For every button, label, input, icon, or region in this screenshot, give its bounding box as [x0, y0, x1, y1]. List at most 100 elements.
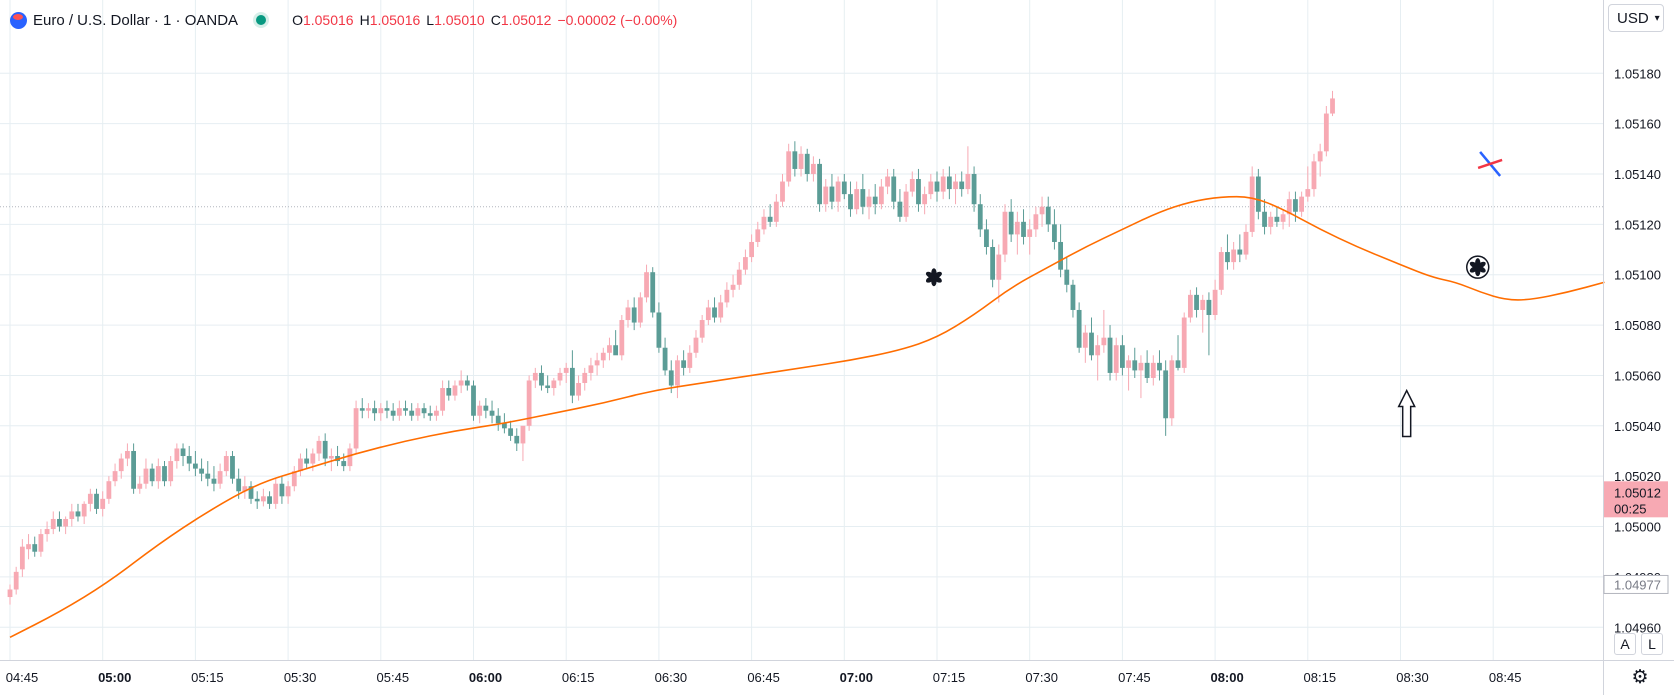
time-tick-label: 07:30 [1025, 670, 1058, 685]
auto-scale-button[interactable]: A [1614, 633, 1636, 655]
candle [619, 315, 625, 361]
candle-body [248, 486, 254, 499]
candle-body [860, 189, 866, 207]
candle-body [304, 458, 310, 464]
candle [1249, 166, 1255, 237]
candle [94, 488, 99, 514]
candle-body [1045, 206, 1051, 225]
candle [149, 463, 155, 487]
candle-body [588, 365, 594, 373]
candle-body [427, 413, 433, 416]
candle-body [180, 448, 186, 457]
candle [347, 443, 353, 472]
price-tick-label: 1.05160 [1614, 117, 1661, 132]
asterisk-annotation-icon [925, 268, 942, 287]
candle [112, 463, 118, 487]
candle [19, 539, 25, 577]
candle-body [545, 385, 551, 389]
price-tick-label: 1.05040 [1614, 419, 1661, 434]
candle [155, 458, 161, 489]
candle [1280, 209, 1286, 230]
candle-body [1206, 299, 1212, 316]
candle-body [223, 456, 229, 472]
candle [168, 456, 174, 487]
candle-body [32, 544, 38, 552]
time-axis: 04:45 05:00 05:15 05:30 05:45 06:00 06:15 06:30… [6, 670, 1522, 685]
candle-body [415, 408, 421, 416]
gear-icon[interactable]: ⚙ [1631, 667, 1649, 688]
candle-body [736, 269, 742, 285]
candle [866, 189, 872, 220]
candle [718, 294, 724, 323]
candle-body [971, 173, 977, 205]
candle [848, 181, 853, 217]
candle [1089, 317, 1094, 361]
candle [279, 476, 285, 504]
candle-body [705, 307, 711, 321]
candle-body [1311, 161, 1317, 190]
candle [1033, 206, 1039, 237]
candle [267, 491, 272, 509]
candle-body [508, 428, 513, 436]
candle-body [977, 204, 983, 230]
candle-body [285, 486, 291, 497]
candle-body [551, 380, 557, 389]
candle-body [1101, 337, 1107, 346]
candle-body [743, 257, 748, 270]
candle [526, 375, 532, 431]
candle-body [866, 196, 872, 207]
asterisk-petal [925, 271, 935, 279]
candle-body [359, 408, 365, 411]
time-tick-label: 06:30 [655, 670, 688, 685]
candle [353, 400, 359, 454]
candle [1255, 168, 1261, 220]
candle-body [940, 176, 946, 192]
log-scale-button[interactable]: L [1641, 633, 1663, 655]
candle-body [1089, 332, 1094, 356]
chevron-down-icon: ▾ [1654, 12, 1660, 24]
candle [977, 194, 983, 237]
candle-body [909, 179, 915, 192]
candle [440, 380, 445, 416]
candle [162, 461, 167, 487]
candle-body [1225, 252, 1230, 263]
candle-body [211, 478, 217, 484]
candle [1027, 219, 1033, 255]
candle-body [675, 360, 680, 386]
candle [359, 398, 365, 419]
currency-selector-button[interactable]: USD ▾ [1608, 4, 1664, 32]
time-tick-label: 04:45 [6, 670, 39, 685]
candle-body [44, 529, 50, 535]
candle-body [1218, 252, 1224, 290]
candle [1107, 325, 1113, 381]
candle-body [798, 153, 804, 169]
candle [1299, 191, 1305, 217]
low-value: 1.05010 [434, 12, 485, 28]
candle [298, 453, 303, 477]
candle [291, 466, 297, 492]
candle [143, 458, 149, 489]
candle-body [780, 181, 785, 202]
candle [508, 420, 513, 441]
candle-body [563, 367, 569, 373]
candle [464, 375, 470, 391]
candle [378, 403, 384, 421]
candle [607, 337, 612, 361]
candle [180, 443, 186, 467]
candle-body [471, 385, 476, 416]
candle [1175, 335, 1181, 371]
candle-body [755, 229, 761, 242]
candle-body [656, 312, 662, 348]
candle [131, 443, 136, 494]
candle [1237, 234, 1243, 263]
candle-body [854, 189, 860, 210]
candle-body [310, 453, 316, 464]
candle [1002, 204, 1008, 263]
candle-body [94, 493, 99, 509]
symbol-title[interactable]: Euro / U.S. Dollar · 1 · OANDA [33, 11, 239, 29]
candle-body [792, 151, 798, 169]
candle-body [773, 201, 779, 222]
candle-body [1249, 176, 1255, 232]
